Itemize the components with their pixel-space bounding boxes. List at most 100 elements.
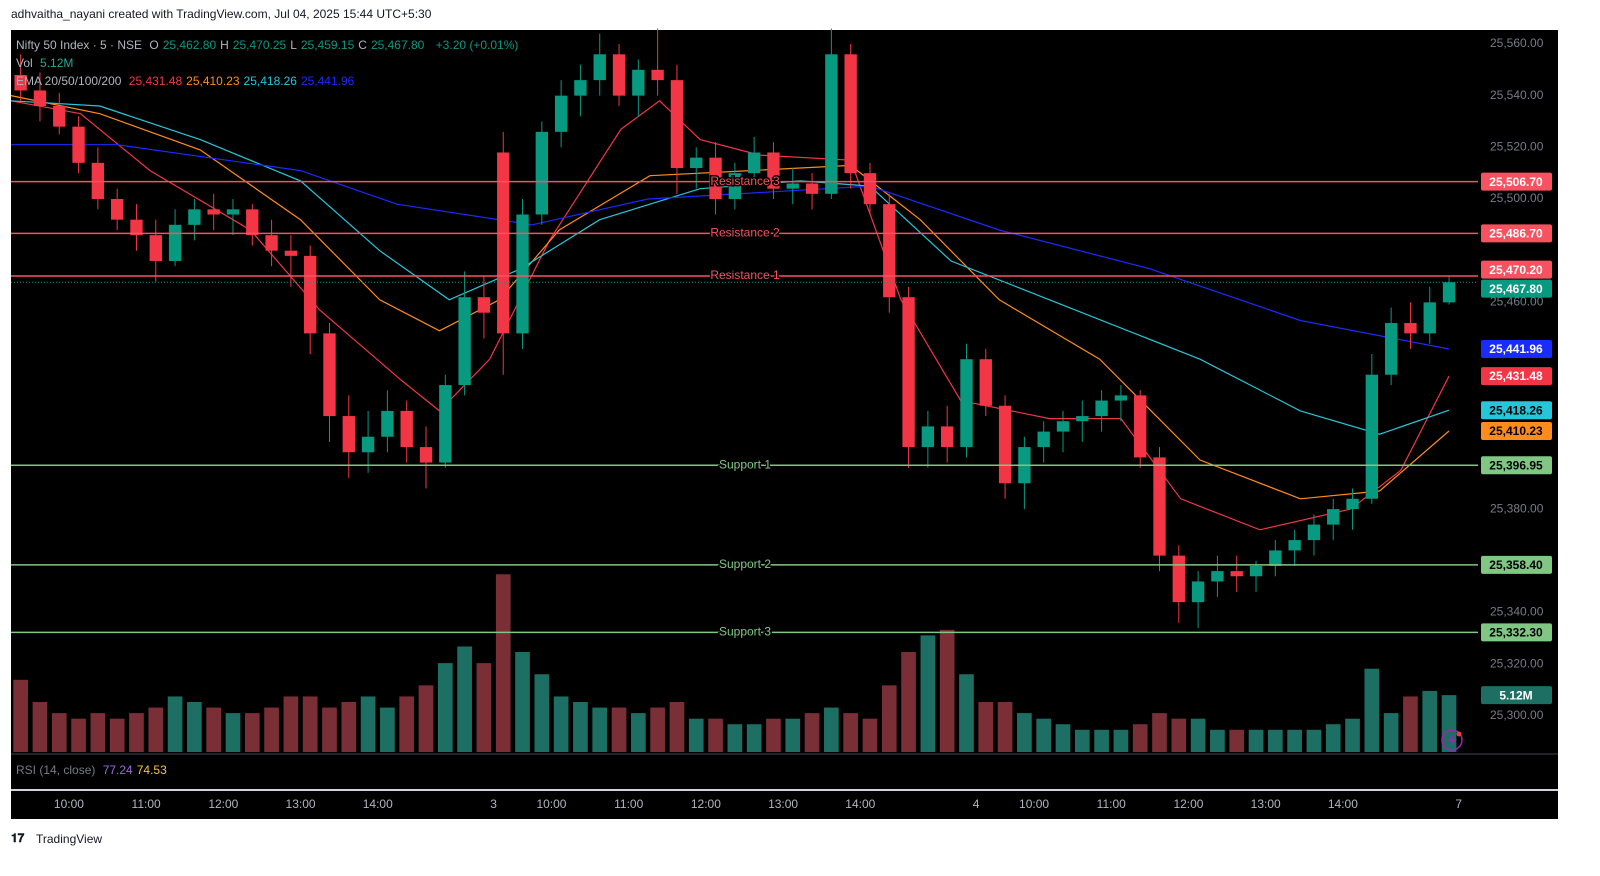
price-tag-label: 25,396.95 (1489, 458, 1543, 472)
candle-body (1384, 323, 1398, 375)
candle-body (168, 224, 182, 262)
price-tag-label: 25,470.20 (1489, 263, 1543, 277)
candle-body (516, 214, 529, 334)
volume-bar (824, 707, 839, 752)
level-label: Resistance 1 (710, 268, 780, 282)
candle-body (72, 126, 85, 163)
y-tick-label: 25,560.00 (1490, 36, 1544, 50)
volume-bar (766, 718, 781, 752)
candle-body (805, 183, 819, 194)
volume-bar (1132, 724, 1148, 752)
candle-body (361, 436, 375, 453)
y-tick-label: 25,380.00 (1490, 501, 1544, 515)
volume-bar (1152, 713, 1167, 752)
logo-mark: 𝟏𝟕 (11, 831, 25, 845)
x-tick-label: 14:00 (845, 797, 875, 811)
price-tag-label: 25,358.40 (1489, 558, 1543, 572)
volume-bar (515, 652, 530, 752)
level-label: Support 1 (719, 457, 771, 471)
candle-body (400, 410, 413, 448)
volume-bar (1287, 729, 1302, 752)
volume-bar (785, 718, 801, 752)
x-tick-label: 13:00 (286, 797, 316, 811)
volume-bar (553, 696, 569, 752)
volume-bar (920, 635, 936, 752)
rsi-name: RSI (14, close) (16, 763, 96, 777)
volume-bar (1113, 729, 1129, 752)
alert-icon[interactable] (1441, 729, 1463, 751)
volume-bar (244, 713, 260, 752)
rsi-legend: RSI (14, close) 77.24 74.53 (16, 763, 171, 777)
volume-bar (399, 696, 415, 752)
volume-bar (187, 702, 202, 752)
ohlc-label: C (358, 38, 367, 52)
candle-body (1056, 421, 1070, 432)
volume-bar (1403, 696, 1418, 752)
candle-body (130, 219, 143, 236)
candle-body (825, 54, 838, 194)
ohlc-value: 25,462.80 (162, 38, 217, 52)
volume-bar (418, 685, 434, 752)
candle-body (246, 209, 259, 236)
volume-bar (341, 702, 357, 752)
volume-bar (843, 713, 858, 752)
candle-body (1172, 555, 1185, 603)
volume-name: Vol (16, 56, 33, 70)
candle-body (149, 235, 162, 262)
volume-bar (1229, 729, 1245, 752)
y-tick-label: 25,500.00 (1490, 191, 1544, 205)
candle-body (1288, 540, 1301, 551)
x-tick-label: 10:00 (1019, 797, 1049, 811)
candle-body (998, 405, 1012, 484)
x-tick-label: 13:00 (768, 797, 798, 811)
branding: TradingView (36, 832, 102, 846)
y-tick-label: 25,540.00 (1490, 88, 1544, 102)
price-tag (1481, 367, 1552, 386)
price-tag (1481, 279, 1552, 298)
volume-bar (51, 713, 67, 752)
volume-bar (1171, 718, 1187, 752)
volume-bar (13, 679, 28, 752)
candle-body (342, 416, 355, 453)
x-tick-label: 12:00 (208, 797, 238, 811)
x-tick-label: 10:00 (54, 797, 84, 811)
candle-body (1327, 509, 1340, 525)
y-tick-label: 25,320.00 (1490, 656, 1544, 670)
price-tag (1481, 401, 1552, 420)
candle-body (265, 235, 278, 251)
volume-bar (437, 663, 453, 752)
volume-bar (1248, 729, 1264, 752)
price-tag-label: 25,486.70 (1489, 227, 1543, 241)
price-tag-label: 25,431.48 (1489, 369, 1543, 383)
rsi-value: 77.24 (102, 763, 133, 777)
candle-body (786, 183, 799, 189)
candle-body (593, 54, 606, 81)
price-tag (1481, 421, 1552, 440)
moving-average (10, 95, 1450, 500)
plot-area (10, 28, 1457, 752)
volume-bar (129, 713, 144, 752)
price-tag (1481, 339, 1552, 358)
volume-bar (167, 696, 183, 752)
x-tick-label: 11:00 (1097, 797, 1126, 811)
ohlc-label: O (149, 38, 159, 52)
volume-bar (1306, 729, 1322, 752)
candle-body (1191, 581, 1205, 603)
candle-body (14, 74, 27, 91)
volume-bar (650, 707, 665, 752)
candle-body (381, 410, 394, 437)
candle-body (1365, 374, 1379, 499)
volume-bar (804, 713, 820, 752)
volume-bar (611, 707, 627, 752)
candle-body (439, 385, 452, 463)
volume-bar (688, 718, 704, 752)
price-tag-label: 25,418.26 (1489, 403, 1543, 417)
volume-value: 5.12M (40, 56, 74, 70)
candle-body (207, 209, 220, 215)
price-tag-label: 25,441.96 (1489, 342, 1543, 356)
volume-bar (1422, 690, 1438, 752)
level-label: Resistance 2 (710, 226, 780, 240)
